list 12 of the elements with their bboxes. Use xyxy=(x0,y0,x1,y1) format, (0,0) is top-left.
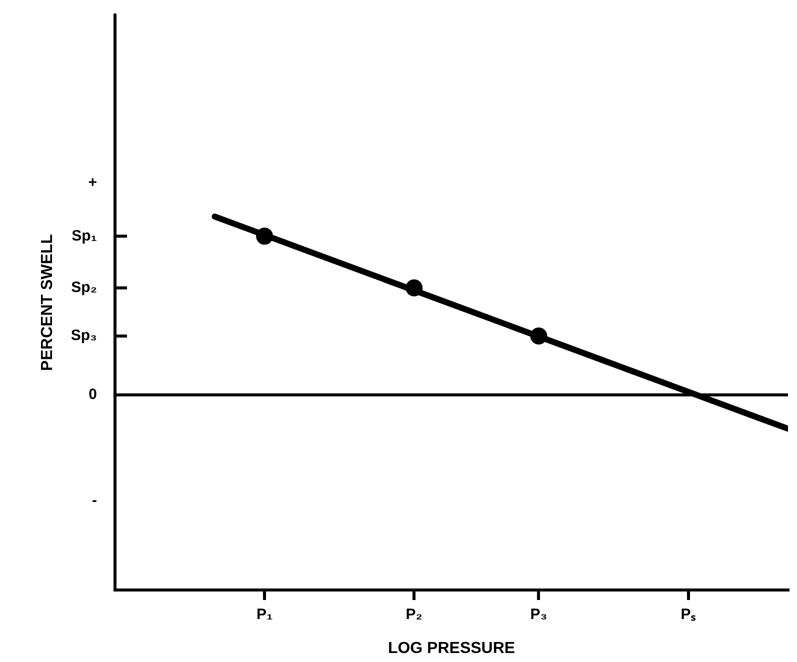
text: - xyxy=(92,492,97,510)
x-tick-label: P₃ xyxy=(530,606,548,624)
text: + xyxy=(88,174,98,191)
text: Sp₂ xyxy=(71,279,97,296)
text: 0 xyxy=(88,386,97,404)
x-tick-label: P₁ xyxy=(256,606,273,624)
text: Sp₁ xyxy=(72,227,97,244)
y-axis-title: PERCENT SWELL xyxy=(39,234,56,371)
x-tick-label: P₂ xyxy=(406,606,422,624)
x-axis-title: LOG PRESSURE xyxy=(388,640,516,657)
text: Sp₃ xyxy=(70,327,98,344)
x-tick-label: Pₛ xyxy=(680,606,696,624)
